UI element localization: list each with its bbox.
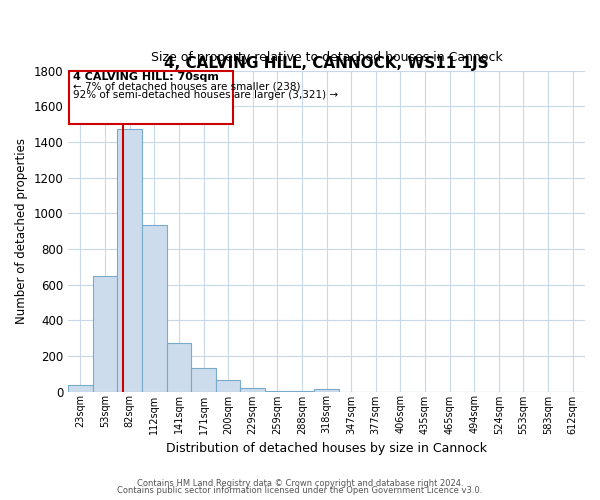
Text: ← 7% of detached houses are smaller (238): ← 7% of detached houses are smaller (238… (73, 82, 301, 92)
Bar (191, 368, 216, 392)
Text: 4 CALVING HILL: 70sqm: 4 CALVING HILL: 70sqm (73, 72, 219, 83)
Text: Contains public sector information licensed under the Open Government Licence v3: Contains public sector information licen… (118, 486, 482, 495)
Bar (314, 389, 339, 392)
X-axis label: Distribution of detached houses by size in Cannock: Distribution of detached houses by size … (166, 442, 487, 455)
Bar (142, 225, 167, 392)
Bar (290, 390, 314, 392)
Y-axis label: Number of detached properties: Number of detached properties (15, 138, 28, 324)
Text: Size of property relative to detached houses in Cannock: Size of property relative to detached ho… (151, 52, 502, 64)
Bar (93, 276, 118, 392)
Bar (118, 128, 142, 392)
Bar (216, 380, 241, 392)
Bar (167, 344, 191, 392)
Text: Contains HM Land Registry data © Crown copyright and database right 2024.: Contains HM Land Registry data © Crown c… (137, 478, 463, 488)
FancyBboxPatch shape (70, 70, 233, 124)
Bar (241, 388, 265, 392)
Text: 92% of semi-detached houses are larger (3,321) →: 92% of semi-detached houses are larger (… (73, 90, 338, 101)
Bar (68, 386, 93, 392)
Title: 4, CALVING HILL, CANNOCK, WS11 1JS: 4, CALVING HILL, CANNOCK, WS11 1JS (164, 56, 489, 70)
Bar (265, 390, 290, 392)
